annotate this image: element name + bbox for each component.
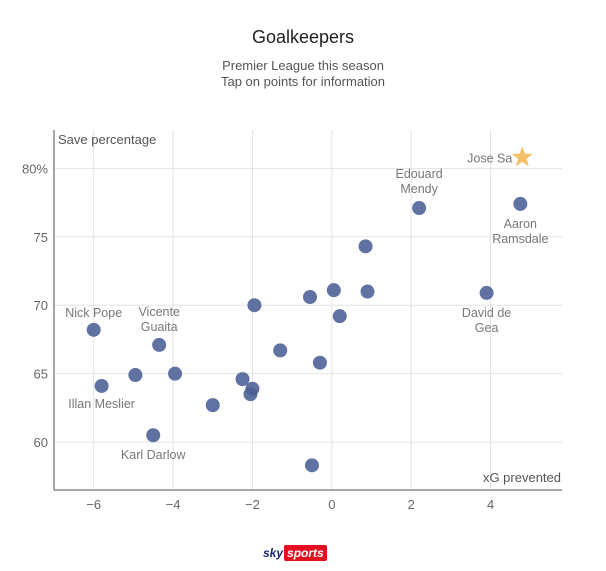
data-point[interactable]	[94, 378, 109, 393]
point-label: Karl Darlow	[121, 448, 187, 462]
chart-title: Goalkeepers	[251, 27, 355, 47]
data-point[interactable]	[205, 398, 220, 413]
data-point[interactable]	[360, 284, 375, 299]
y-axis-label: Save percentage	[58, 132, 156, 147]
x-tick-label: 2	[408, 497, 415, 512]
x-tick-label: 4	[487, 497, 494, 512]
data-point[interactable]	[326, 283, 341, 298]
data-point[interactable]	[304, 458, 319, 473]
subtitle-line-1: Premier League this season	[222, 58, 384, 73]
data-point[interactable]	[168, 366, 183, 381]
y-tick-label: 75	[34, 230, 48, 245]
point-label: Nick Pope	[65, 306, 122, 320]
logo-sports: sports	[284, 545, 327, 561]
tick-labels: −6 −4 −2 0 2 4 60 65 70 75 80%	[22, 161, 494, 512]
subtitle-line-2: Tap on points for information	[220, 74, 386, 89]
point-label: Illan Meslier	[68, 397, 135, 411]
data-point[interactable]	[128, 368, 143, 383]
data-point[interactable]	[312, 355, 327, 370]
point-label: David de Gea	[462, 306, 511, 335]
point-label: Aaron Ramsdale	[492, 217, 548, 246]
y-tick-label: 60	[34, 435, 48, 450]
y-tick-label: 70	[34, 298, 48, 313]
axes	[53, 130, 562, 491]
point-label: Edouard Mendy	[395, 167, 442, 196]
data-point[interactable]	[235, 372, 250, 387]
data-point[interactable]	[479, 285, 494, 300]
sky-sports-logo: sky sports	[263, 545, 327, 561]
x-tick-label: −4	[166, 497, 181, 512]
data-point[interactable]	[86, 322, 101, 337]
logo-sky: sky	[263, 546, 284, 560]
data-point[interactable]	[243, 387, 258, 402]
y-tick-label: 80%	[22, 161, 48, 176]
grid-lines	[54, 130, 562, 490]
x-tick-label: −6	[86, 497, 101, 512]
point-label: Jose Sa	[467, 151, 512, 165]
data-points	[86, 146, 533, 473]
point-labels: Jose Sa Edouard Mendy Aaron Ramsdale David de…	[65, 151, 548, 462]
data-point[interactable]	[247, 298, 262, 313]
y-tick-label: 65	[34, 367, 48, 382]
data-point[interactable]	[513, 196, 528, 211]
data-point[interactable]	[358, 239, 373, 254]
point-label: Vicente Guaita	[138, 305, 180, 334]
data-point[interactable]	[273, 343, 288, 358]
data-point-star[interactable]	[511, 146, 533, 167]
data-point[interactable]	[152, 337, 167, 352]
data-point[interactable]	[302, 289, 317, 304]
data-point[interactable]	[146, 428, 161, 443]
data-point[interactable]	[412, 201, 427, 216]
chart-subtitle: Premier League this season Tap on points…	[0, 58, 606, 90]
data-point[interactable]	[332, 309, 347, 324]
x-tick-label: 0	[328, 497, 335, 512]
x-tick-label: −2	[245, 497, 260, 512]
scatter-chart: −6 −4 −2 0 2 4 60 65 70 75 80% Jose Sa Edouard Mendy…	[22, 130, 562, 512]
x-axis-label: xG prevented	[483, 470, 561, 485]
